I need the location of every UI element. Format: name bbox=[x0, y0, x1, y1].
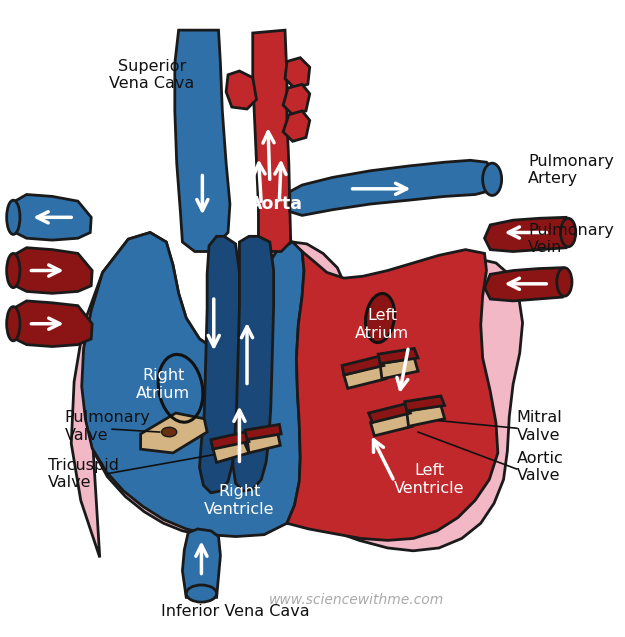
Polygon shape bbox=[405, 396, 444, 411]
Polygon shape bbox=[371, 413, 413, 436]
Polygon shape bbox=[199, 236, 241, 493]
Text: Pulmonary
Vein: Pulmonary Vein bbox=[528, 223, 614, 255]
Ellipse shape bbox=[7, 254, 20, 288]
Polygon shape bbox=[283, 111, 310, 141]
Polygon shape bbox=[342, 356, 384, 375]
Polygon shape bbox=[82, 233, 304, 536]
Polygon shape bbox=[213, 440, 249, 462]
Ellipse shape bbox=[482, 163, 502, 196]
Polygon shape bbox=[11, 301, 92, 347]
Polygon shape bbox=[247, 432, 280, 453]
Polygon shape bbox=[369, 403, 411, 422]
Polygon shape bbox=[287, 250, 498, 540]
Ellipse shape bbox=[557, 268, 572, 296]
Polygon shape bbox=[380, 358, 418, 379]
Polygon shape bbox=[11, 194, 91, 240]
Polygon shape bbox=[226, 71, 256, 109]
Text: Superior
Vena Cava: Superior Vena Cava bbox=[109, 59, 194, 91]
Polygon shape bbox=[11, 248, 92, 293]
Polygon shape bbox=[407, 405, 444, 426]
Polygon shape bbox=[71, 233, 522, 557]
Ellipse shape bbox=[7, 200, 20, 234]
Text: www.sciencewithme.com: www.sciencewithme.com bbox=[269, 593, 444, 607]
Ellipse shape bbox=[366, 294, 394, 343]
Text: Right
Ventricle: Right Ventricle bbox=[204, 484, 274, 517]
Polygon shape bbox=[290, 161, 494, 215]
Polygon shape bbox=[175, 30, 230, 252]
Polygon shape bbox=[182, 529, 221, 598]
Text: Pulmonary
Valve: Pulmonary Valve bbox=[64, 410, 151, 443]
Text: Pulmonary
Artery: Pulmonary Artery bbox=[528, 154, 614, 186]
Polygon shape bbox=[283, 84, 310, 115]
Polygon shape bbox=[245, 424, 281, 440]
Text: Inferior Vena Cava: Inferior Vena Cava bbox=[161, 604, 310, 619]
Text: Left
Ventricle: Left Ventricle bbox=[394, 463, 465, 496]
Polygon shape bbox=[211, 432, 249, 449]
Text: Mitral
Valve: Mitral Valve bbox=[517, 410, 562, 443]
Polygon shape bbox=[344, 366, 386, 389]
Ellipse shape bbox=[7, 306, 20, 341]
Text: Tricuspid
Valve: Tricuspid Valve bbox=[48, 457, 119, 490]
Text: Aortic
Valve: Aortic Valve bbox=[517, 451, 564, 483]
Ellipse shape bbox=[186, 585, 217, 602]
Polygon shape bbox=[232, 236, 274, 491]
Text: Left
Atrium: Left Atrium bbox=[355, 308, 409, 341]
Polygon shape bbox=[253, 30, 291, 252]
Text: Aorta: Aorta bbox=[249, 195, 302, 213]
Ellipse shape bbox=[561, 218, 576, 247]
Polygon shape bbox=[378, 348, 418, 364]
Polygon shape bbox=[484, 217, 572, 252]
Polygon shape bbox=[484, 268, 568, 301]
Ellipse shape bbox=[161, 427, 177, 437]
Polygon shape bbox=[285, 58, 310, 88]
Polygon shape bbox=[141, 413, 207, 453]
Text: Right
Atrium: Right Atrium bbox=[136, 368, 191, 401]
